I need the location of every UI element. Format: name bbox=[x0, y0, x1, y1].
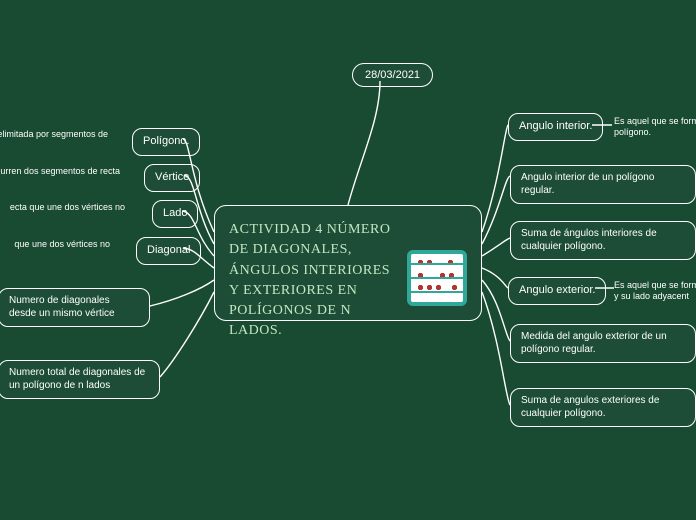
date-node[interactable]: 28/03/2021 bbox=[352, 63, 433, 87]
right-sub-ang-exterior: Es aquel que se forma e lado y su lado a… bbox=[614, 280, 696, 303]
left-sub-diagonal: que une dos vértices no bbox=[0, 239, 110, 250]
left-node-poligono[interactable]: Polígono. bbox=[132, 128, 200, 156]
right-node-medida-ext[interactable]: Medida del angulo exterior de un polígon… bbox=[510, 324, 696, 363]
central-topic[interactable]: ACTIVIDAD 4 NÚMERO DE DIAGONALES, ÁNGULO… bbox=[214, 205, 482, 321]
right-node-ang-exterior[interactable]: Angulo exterior. bbox=[508, 277, 606, 305]
left-sub-vertice: urren dos segmentos de recta bbox=[0, 166, 120, 177]
left-sub-lado: ecta que une dos vértices no bbox=[0, 202, 125, 213]
left-node-diag-vertice[interactable]: Numero de diagonales desde un mismo vért… bbox=[0, 288, 150, 327]
left-node-diag-total[interactable]: Numero total de diagonales de un polígon… bbox=[0, 360, 160, 399]
abacus-icon bbox=[407, 250, 467, 306]
central-title: ACTIVIDAD 4 NÚMERO DE DIAGONALES, ÁNGULO… bbox=[229, 220, 391, 342]
left-node-lado[interactable]: Lado bbox=[152, 200, 198, 228]
right-node-ang-interior[interactable]: Angulo interior. bbox=[508, 113, 603, 141]
right-node-suma-ext[interactable]: Suma de angulos exteriores de cualquier … bbox=[510, 388, 696, 427]
right-node-ang-int-regular[interactable]: Angulo interior de un polígono regular. bbox=[510, 165, 696, 204]
right-node-suma-int[interactable]: Suma de ángulos interiores de cualquier … bbox=[510, 221, 696, 260]
left-node-vertice[interactable]: Vértice bbox=[144, 164, 200, 192]
left-node-diagonal[interactable]: Diagonal bbox=[136, 237, 201, 265]
right-sub-ang-interior: Es aquel que se forma co un polígono. bbox=[614, 116, 696, 139]
date-label: 28/03/2021 bbox=[365, 69, 420, 81]
mindmap-canvas: ACTIVIDAD 4 NÚMERO DE DIAGONALES, ÁNGULO… bbox=[0, 0, 696, 520]
left-sub-poligono: , delimitada por segmentos de bbox=[0, 129, 108, 140]
